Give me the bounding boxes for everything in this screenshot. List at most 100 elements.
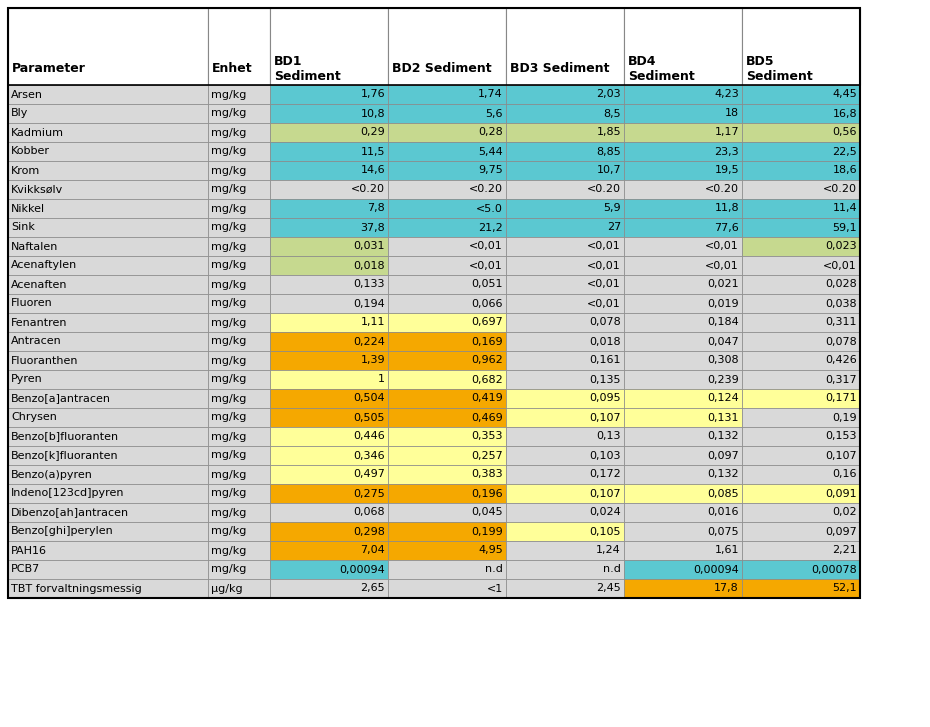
Bar	[742, 123, 860, 142]
Text: 0,383: 0,383	[472, 470, 503, 480]
Text: 0,095: 0,095	[590, 393, 621, 403]
Text: mg/kg: mg/kg	[211, 356, 246, 366]
Bar	[270, 541, 388, 560]
Bar	[208, 85, 270, 104]
Bar	[742, 294, 860, 313]
Bar	[388, 465, 506, 484]
Bar	[742, 256, 860, 275]
Text: 0,196: 0,196	[472, 489, 503, 499]
Text: BD5
Sediment: BD5 Sediment	[746, 55, 813, 83]
Text: 0,097: 0,097	[707, 451, 739, 460]
Bar	[8, 256, 208, 275]
Text: 0,171: 0,171	[826, 393, 857, 403]
Text: µg/kg: µg/kg	[211, 584, 243, 593]
Bar	[8, 370, 208, 389]
Bar	[270, 104, 388, 123]
Text: 0,107: 0,107	[590, 489, 621, 499]
Text: 0,697: 0,697	[472, 318, 503, 327]
Bar	[506, 237, 624, 256]
Bar	[8, 180, 208, 199]
Text: <0,01: <0,01	[587, 279, 621, 289]
Bar	[388, 370, 506, 389]
Text: Benzo[k]fluoranten: Benzo[k]fluoranten	[11, 451, 119, 460]
Text: mg/kg: mg/kg	[211, 526, 246, 537]
Text: Bly: Bly	[11, 108, 29, 119]
Bar	[742, 199, 860, 218]
Bar	[270, 408, 388, 427]
Bar	[208, 313, 270, 332]
Text: 0,682: 0,682	[472, 374, 503, 385]
Text: <0,01: <0,01	[823, 260, 857, 270]
Text: 0,161: 0,161	[590, 356, 621, 366]
Bar	[270, 446, 388, 465]
Text: 0,199: 0,199	[472, 526, 503, 537]
Bar	[388, 408, 506, 427]
Text: BD2 Sediment: BD2 Sediment	[392, 63, 492, 76]
Text: <0,01: <0,01	[587, 260, 621, 270]
Bar	[388, 427, 506, 446]
Text: 0,505: 0,505	[353, 412, 385, 422]
Text: 37,8: 37,8	[360, 222, 385, 233]
Text: 0,085: 0,085	[708, 489, 739, 499]
Bar	[506, 389, 624, 408]
Text: 0,00078: 0,00078	[811, 564, 857, 574]
Text: 0,021: 0,021	[708, 279, 739, 289]
Text: 0,353: 0,353	[472, 432, 503, 441]
Text: Pyren: Pyren	[11, 374, 43, 385]
Bar	[506, 123, 624, 142]
Text: mg/kg: mg/kg	[211, 222, 246, 233]
Bar	[208, 237, 270, 256]
Text: <0.20: <0.20	[587, 185, 621, 195]
Text: 0,469: 0,469	[472, 412, 503, 422]
Text: Dibenzo[ah]antracen: Dibenzo[ah]antracen	[11, 507, 129, 518]
Text: Fenantren: Fenantren	[11, 318, 68, 327]
Bar	[624, 560, 742, 579]
Bar	[388, 522, 506, 541]
Text: <0,01: <0,01	[587, 299, 621, 308]
Text: 5,44: 5,44	[478, 147, 503, 156]
Bar	[8, 522, 208, 541]
Bar	[208, 218, 270, 237]
Bar	[742, 465, 860, 484]
Text: 0,016: 0,016	[708, 507, 739, 518]
Bar	[624, 142, 742, 161]
Text: 21,2: 21,2	[478, 222, 503, 233]
Bar	[388, 560, 506, 579]
Text: 1,61: 1,61	[714, 545, 739, 555]
Text: 0,497: 0,497	[353, 470, 385, 480]
Bar	[742, 579, 860, 598]
Bar	[506, 294, 624, 313]
Bar	[208, 522, 270, 541]
Bar	[208, 541, 270, 560]
Text: 52,1: 52,1	[832, 584, 857, 593]
Bar	[270, 313, 388, 332]
Text: 4,95: 4,95	[478, 545, 503, 555]
Text: 0,13: 0,13	[596, 432, 621, 441]
Bar	[388, 256, 506, 275]
Text: 0,018: 0,018	[590, 337, 621, 347]
Bar	[624, 579, 742, 598]
Text: 0,16: 0,16	[832, 470, 857, 480]
Text: TBT forvaltningsmessig: TBT forvaltningsmessig	[11, 584, 141, 593]
Bar	[270, 161, 388, 180]
Text: 0,00094: 0,00094	[693, 564, 739, 574]
Text: mg/kg: mg/kg	[211, 451, 246, 460]
Bar	[270, 142, 388, 161]
Bar	[506, 180, 624, 199]
Bar	[624, 522, 742, 541]
Bar	[742, 104, 860, 123]
Bar	[270, 503, 388, 522]
Bar	[208, 389, 270, 408]
Text: mg/kg: mg/kg	[211, 337, 246, 347]
Text: mg/kg: mg/kg	[211, 470, 246, 480]
Bar	[742, 446, 860, 465]
Text: 0,426: 0,426	[825, 356, 857, 366]
Text: mg/kg: mg/kg	[211, 127, 246, 137]
Text: 1: 1	[378, 374, 385, 385]
Bar	[506, 313, 624, 332]
Text: 0,075: 0,075	[708, 526, 739, 537]
Bar	[742, 332, 860, 351]
Bar	[270, 85, 388, 104]
Bar	[8, 332, 208, 351]
Text: 0,051: 0,051	[472, 279, 503, 289]
